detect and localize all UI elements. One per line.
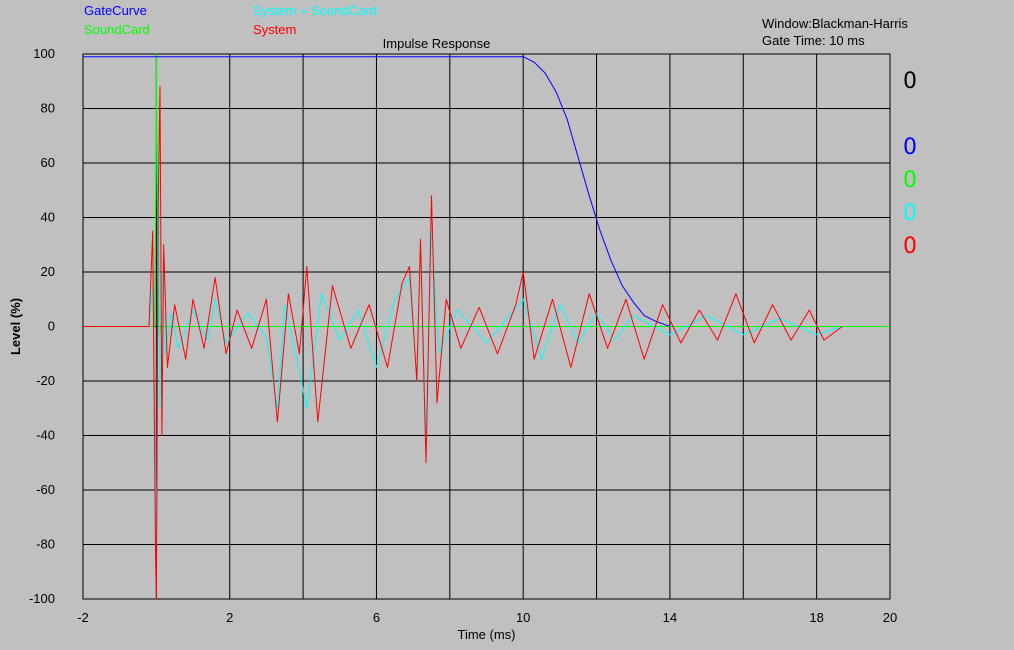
legend-system: System <box>253 22 297 37</box>
series-system-soundcard <box>83 162 843 545</box>
readout-black: 0 <box>903 69 917 94</box>
y-tick-label: 40 <box>41 210 55 225</box>
readout-system-soundcard: 0 <box>903 201 917 226</box>
x-tick-label: 10 <box>516 610 530 625</box>
y-axis-label: Level (%) <box>8 298 23 355</box>
legend-gatecurve: GateCurve <box>84 3 147 18</box>
series-system <box>83 86 843 600</box>
x-tick-label: 14 <box>663 610 677 625</box>
y-tick-label: 20 <box>41 264 55 279</box>
series-soundcard <box>83 53 890 336</box>
y-tick-label: 80 <box>41 101 55 116</box>
chart-title: Impulse Response <box>383 36 491 51</box>
window-type: Window:Blackman-Harris <box>762 16 908 31</box>
y-tick-label: -80 <box>36 537 55 552</box>
y-tick-label: 0 <box>48 319 55 334</box>
series-layer <box>83 53 890 600</box>
x-tick-label: 6 <box>373 610 380 625</box>
x-axis-label: Time (ms) <box>457 627 515 642</box>
y-tick-label: 100 <box>33 46 55 61</box>
x-tick-label: -2 <box>77 610 89 625</box>
x-tick-label: 18 <box>809 610 823 625</box>
readout-soundcard: 0 <box>903 168 917 193</box>
y-tick-label: -20 <box>36 373 55 388</box>
gate-time: Gate Time: 10 ms <box>762 33 865 48</box>
legend-system-soundcard: System + SoundCard <box>253 3 377 18</box>
y-tick-label: 60 <box>41 155 55 170</box>
legend-soundcard: SoundCard <box>84 22 150 37</box>
tick-labels: -100 -80 -60 -40 -20 0 20 40 60 80 100 -2 2 6 10 14 18 20 <box>29 46 897 625</box>
y-tick-label: -60 <box>36 482 55 497</box>
y-tick-label: -100 <box>29 591 55 606</box>
series-gatecurve <box>83 56 671 327</box>
readout-gatecurve: 0 <box>903 135 917 160</box>
x-tick-label: 2 <box>226 610 233 625</box>
readout-system: 0 <box>903 234 917 259</box>
y-tick-label: -40 <box>36 428 55 443</box>
x-tick-label: 20 <box>883 610 897 625</box>
